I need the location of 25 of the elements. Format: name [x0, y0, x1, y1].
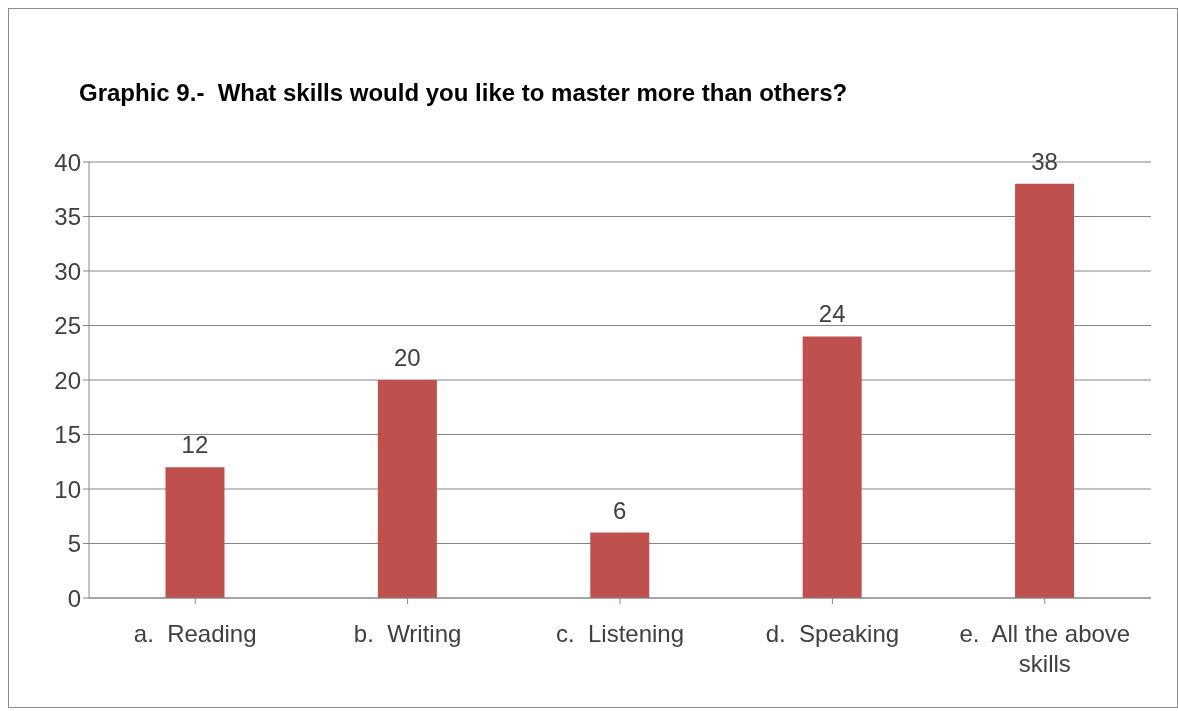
chart-title: Graphic 9.- What skills would you like to master more than others? — [79, 79, 848, 107]
data-label: 20 — [394, 344, 421, 371]
bar — [802, 336, 862, 598]
y-tick-label: 35 — [54, 203, 81, 231]
y-tick-label: 40 — [54, 148, 81, 176]
x-tick-label: c. Listening — [555, 620, 685, 647]
x-tick-label: e. All the above skills — [959, 620, 1131, 677]
data-label: 12 — [181, 431, 209, 459]
x-tick-label: a. Reading — [133, 620, 257, 647]
y-tick-label: 10 — [54, 475, 81, 503]
bar — [1015, 183, 1075, 598]
data-label: 38 — [1031, 147, 1058, 175]
y-tick-label: 0 — [67, 584, 81, 612]
y-tick-label: 5 — [67, 530, 81, 558]
y-tick-label: 15 — [54, 421, 81, 449]
bar — [377, 380, 437, 598]
x-tick-label: b. Writing — [353, 620, 462, 647]
bar — [165, 467, 225, 598]
bar — [590, 532, 650, 598]
y-tick-label: 25 — [54, 312, 81, 340]
y-tick-label: 30 — [54, 257, 81, 285]
x-tick-label: d. Speaking — [765, 620, 900, 647]
data-label: 24 — [818, 300, 846, 328]
data-label: 6 — [613, 496, 627, 524]
y-tick-label: 20 — [54, 366, 81, 394]
